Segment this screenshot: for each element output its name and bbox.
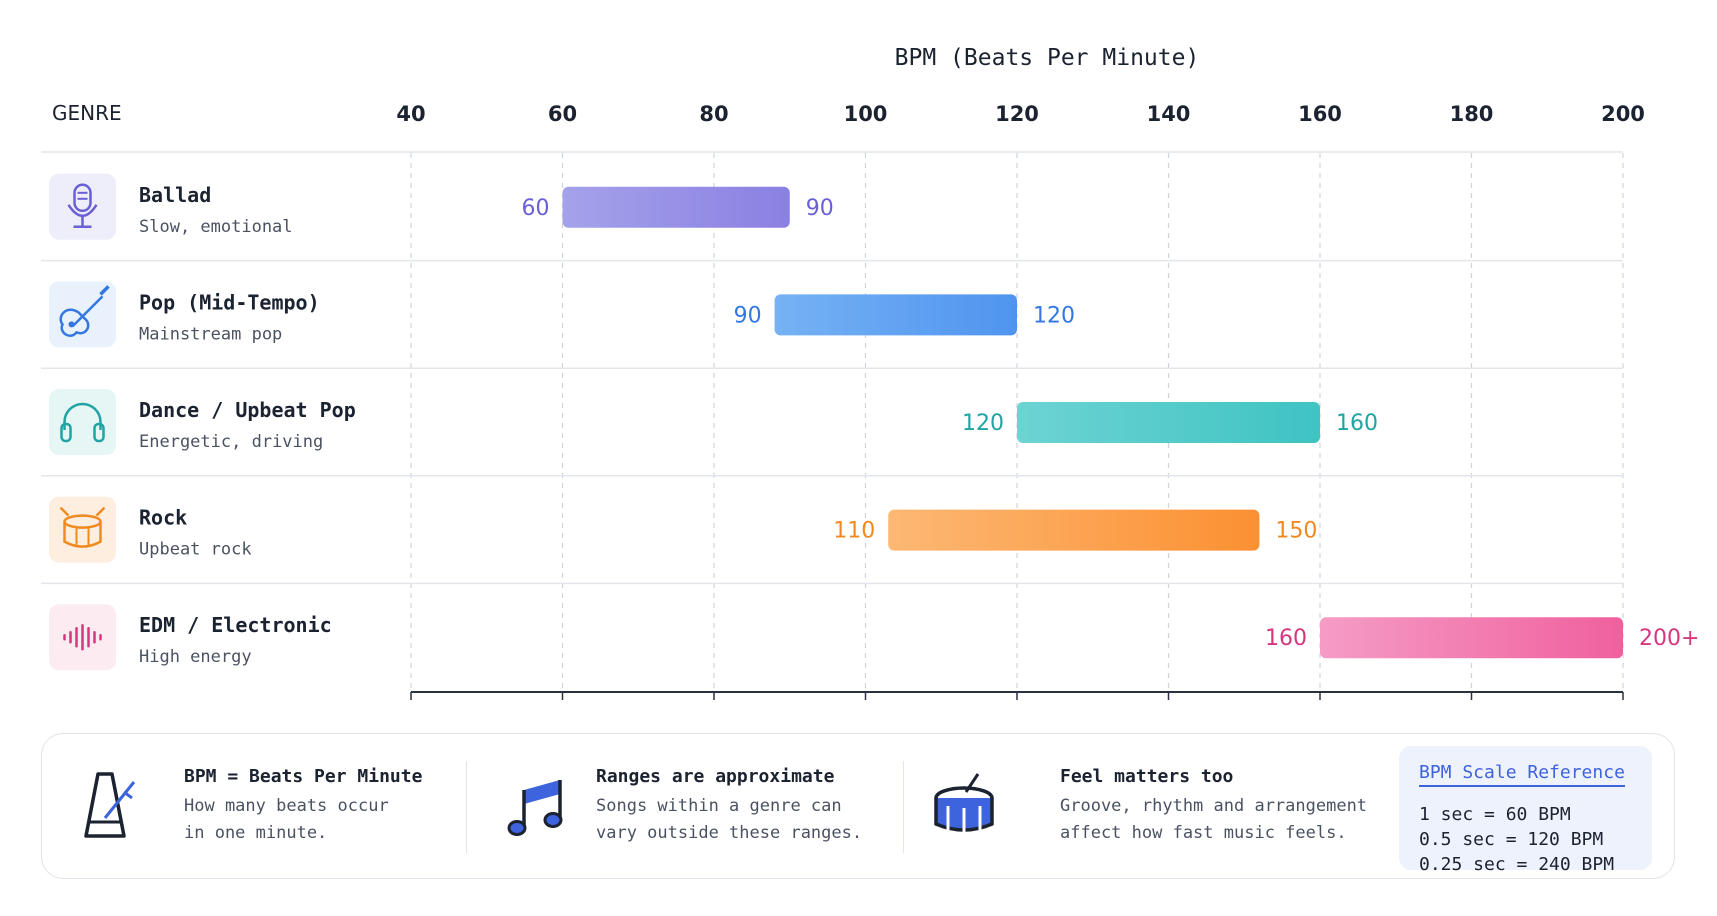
reference-line: 0.5 sec = 120 BPM (1419, 829, 1604, 850)
divider (466, 761, 467, 853)
tick-label: 80 (699, 102, 728, 126)
tick-label: 200 (1601, 102, 1645, 126)
range-max-label: 160 (1336, 411, 1378, 436)
tick-label: 60 (548, 102, 577, 126)
genre-subtitle: Energetic, driving (139, 432, 323, 452)
genre-name: Pop (Mid-Tempo) (139, 290, 320, 314)
bpm-scale-reference: BPM Scale Reference 1 sec = 60 BPM 0.5 s… (1399, 746, 1652, 875)
tick-label: 100 (844, 102, 888, 126)
drum-icon (59, 506, 106, 548)
snare-drum-icon (934, 773, 994, 833)
sound-wave-icon (63, 623, 102, 651)
note-line: vary outside these ranges. (596, 823, 863, 843)
chart-title: BPM (Beats Per Minute) (895, 45, 1200, 71)
note-ranges: Ranges are approximate Songs within a ge… (472, 734, 902, 878)
guitar-icon (59, 285, 110, 337)
icon-tile (49, 496, 116, 563)
genre-name: Rock (139, 506, 187, 530)
tick-label: 120 (995, 102, 1039, 126)
note-title: BPM = Beats Per Minute (184, 766, 423, 787)
bpm-range-chart: BPM (Beats Per Minute) GENRE 40 60 80 100 120 1… (41, 45, 1699, 700)
range-max-label: 200+ (1639, 626, 1699, 651)
genre-name: Ballad (139, 183, 211, 207)
genre-name: EDM / Electronic (139, 613, 332, 637)
headphones-icon (60, 402, 105, 443)
divider (903, 761, 904, 853)
notes-panel: BPM = Beats Per Minute How many beats oc… (41, 733, 1675, 879)
note-line: How many beats occur (184, 796, 389, 816)
range-min-label: 120 (962, 411, 1004, 436)
note-bpm-definition: BPM = Beats Per Minute How many beats oc… (42, 734, 472, 878)
tick-label: 40 (396, 102, 425, 126)
range-max-label: 120 (1033, 303, 1075, 328)
reference-line: 0.25 sec = 240 BPM (1419, 854, 1615, 875)
range-max-label: 150 (1275, 519, 1317, 544)
genre-subtitle: Upbeat rock (139, 540, 252, 560)
range-bar (562, 186, 790, 228)
range-bar (888, 509, 1260, 551)
genre-subtitle: High energy (139, 647, 252, 667)
note-line: Songs within a genre can (596, 796, 842, 816)
category-header: GENRE (52, 101, 122, 125)
range-min-label: 110 (833, 519, 875, 544)
tick-label: 180 (1450, 102, 1494, 126)
genre-subtitle: Slow, emotional (139, 217, 293, 237)
range-bar (1017, 402, 1320, 443)
icon-tile (49, 389, 116, 455)
note-title: Feel matters too (1060, 766, 1234, 787)
note-line: Groove, rhythm and arrangement (1060, 796, 1368, 816)
range-bar (774, 294, 1017, 336)
icon-tile (49, 173, 116, 240)
reference-line: 1 sec = 60 BPM (1419, 804, 1571, 825)
genre-subtitle: Mainstream pop (139, 324, 282, 344)
metronome-icon (84, 772, 136, 838)
range-bar (1320, 617, 1623, 659)
genre-name: Dance / Upbeat Pop (139, 398, 356, 422)
note-line: in one minute. (184, 823, 328, 843)
note-feel: Feel matters too Groove, rhythm and arra… (910, 734, 1390, 878)
tick-label: 140 (1147, 102, 1191, 126)
note-title: Ranges are approximate (596, 766, 835, 787)
microphone-icon (67, 183, 98, 229)
tick-label: 160 (1298, 102, 1342, 126)
note-line: affect how fast music feels. (1060, 823, 1347, 843)
range-min-label: 90 (734, 303, 762, 328)
range-min-label: 160 (1265, 626, 1307, 651)
range-min-label: 60 (522, 196, 550, 221)
reference-title: BPM Scale Reference (1419, 762, 1625, 787)
range-max-label: 90 (806, 196, 834, 221)
music-note-icon (507, 780, 563, 836)
